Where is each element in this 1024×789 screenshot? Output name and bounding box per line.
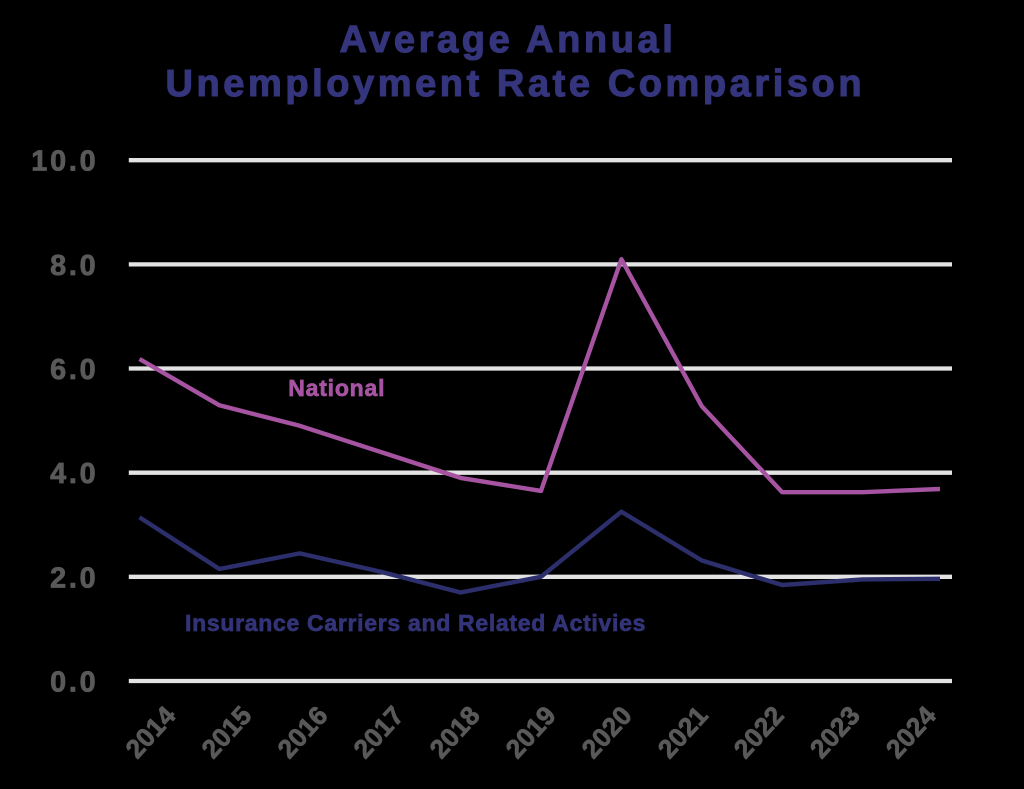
svg-text:4.0: 4.0 <box>50 458 98 490</box>
svg-text:Unemployment Rate Comparison: Unemployment Rate Comparison <box>165 63 865 105</box>
svg-text:National: National <box>288 375 385 401</box>
svg-text:6.0: 6.0 <box>50 354 98 386</box>
svg-text:2.0: 2.0 <box>50 562 98 594</box>
svg-text:10.0: 10.0 <box>31 146 98 178</box>
svg-text:8.0: 8.0 <box>50 250 98 282</box>
svg-text:Insurance Carriers and Related: Insurance Carriers and Related Activies <box>185 610 646 636</box>
svg-text:Average Annual: Average Annual <box>340 19 677 61</box>
svg-text:0.0: 0.0 <box>50 667 98 699</box>
